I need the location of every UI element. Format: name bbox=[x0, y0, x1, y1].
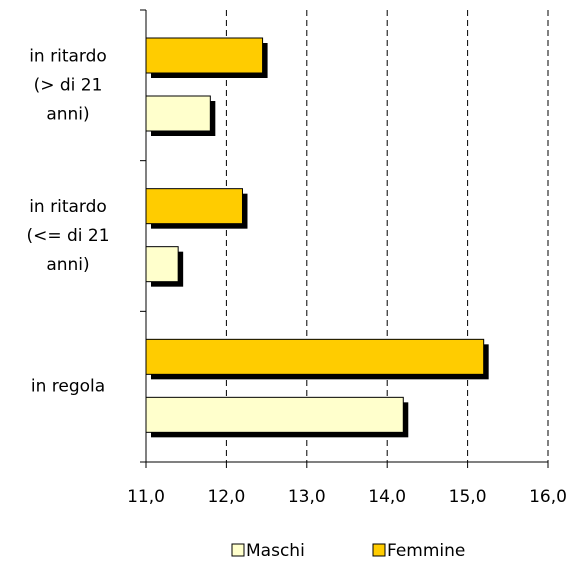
category-label: anni) bbox=[46, 255, 89, 275]
x-tick-label: 12,0 bbox=[207, 487, 245, 507]
category-label: (<= di 21 bbox=[26, 226, 109, 246]
bar bbox=[145, 37, 264, 74]
x-tick-label: 14,0 bbox=[368, 487, 406, 507]
category-label: in regola bbox=[31, 377, 105, 397]
category-label: in ritardo bbox=[29, 46, 107, 66]
legend-swatch bbox=[231, 543, 245, 557]
x-tick-label: 16,0 bbox=[529, 487, 567, 507]
x-tick-label: 13,0 bbox=[288, 487, 326, 507]
bar bbox=[145, 188, 243, 225]
category-label: anni) bbox=[46, 104, 89, 124]
legend-label: Femmine bbox=[387, 541, 465, 561]
bar bbox=[145, 396, 404, 433]
bar bbox=[145, 246, 179, 283]
legend-swatch bbox=[372, 543, 386, 557]
category-label: in ritardo bbox=[29, 197, 107, 217]
x-tick-label: 11,0 bbox=[127, 487, 165, 507]
bar bbox=[145, 95, 211, 132]
legend-label: Maschi bbox=[246, 541, 305, 561]
x-tick-label: 15,0 bbox=[449, 487, 487, 507]
bar bbox=[145, 338, 485, 375]
category-label: (> di 21 bbox=[34, 75, 103, 95]
